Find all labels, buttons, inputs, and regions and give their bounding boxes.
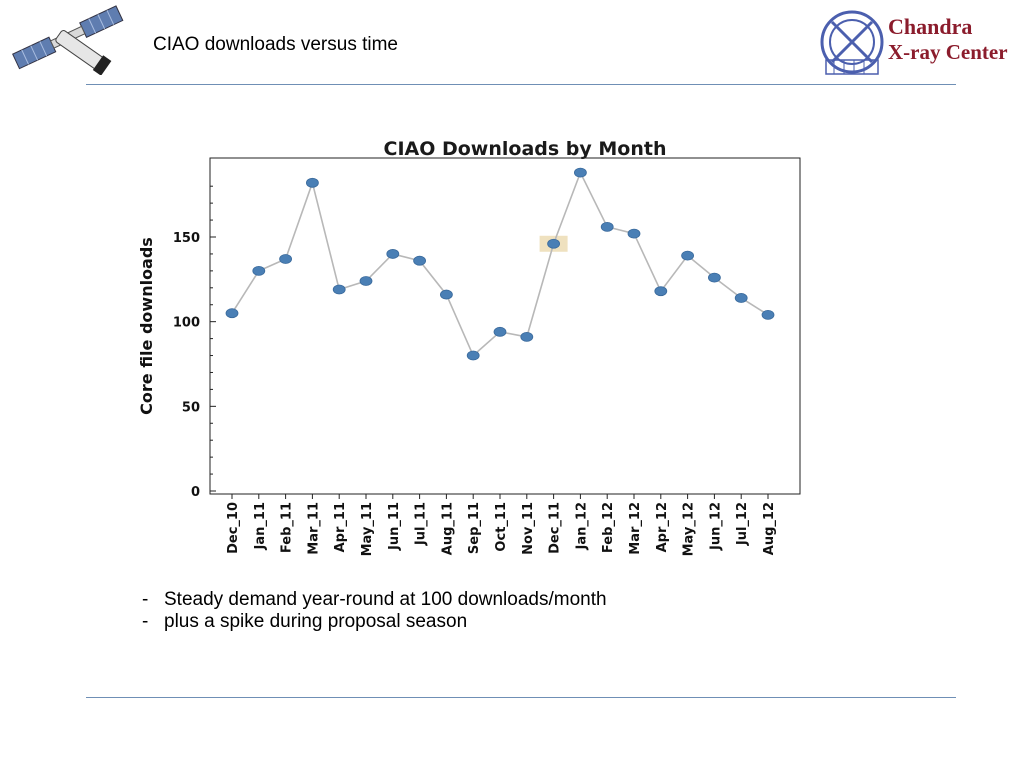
x-tick-label: Jan_11 (253, 502, 268, 550)
note-item: - Steady demand year-round at 100 downlo… (142, 589, 607, 611)
note-dash: - (142, 589, 149, 610)
x-tick-label: Mar_11 (306, 502, 321, 555)
x-tick-label: Jan_12 (574, 502, 589, 550)
chandra-logo (820, 10, 884, 75)
y-tick-label: 100 (173, 316, 200, 331)
x-tick-label: Jul_11 (414, 502, 429, 546)
data-point (573, 167, 587, 178)
data-point (413, 255, 427, 266)
x-tick-label: Feb_12 (601, 502, 616, 553)
plot-frame (209, 157, 801, 495)
logo-text-line1: Chandra (888, 14, 973, 39)
notes-list: - Steady demand year-round at 100 downlo… (142, 589, 607, 633)
y-tick-label: 0 (191, 485, 200, 500)
logo-text-line2: X-ray Center (888, 40, 1008, 64)
x-tick-label: Dec_10 (226, 502, 241, 554)
x-tick-label: Jun_11 (387, 502, 402, 551)
x-tick-label: Apr_11 (333, 502, 348, 552)
x-tick-label: Jul_12 (735, 502, 750, 546)
data-point (681, 250, 694, 261)
note-text: Steady demand year-round at 100 download… (164, 589, 607, 610)
data-point (708, 272, 721, 283)
x-tick-label: Jun_12 (708, 502, 723, 551)
data-point (654, 286, 668, 297)
data-point (332, 284, 346, 295)
y-tick-label: 50 (182, 400, 200, 415)
data-point (386, 249, 400, 259)
data-point (761, 309, 775, 320)
data-point (225, 308, 239, 319)
x-tick-label: Sep_11 (467, 502, 482, 554)
chart-title: CIAO Downloads by Month (384, 138, 667, 160)
x-tick-label: Apr_12 (655, 502, 670, 552)
x-tick-label: Feb_11 (280, 502, 295, 553)
data-point (305, 177, 319, 188)
data-point (600, 221, 614, 232)
note-text: plus a spike during proposal season (164, 611, 468, 632)
x-tick-label: Mar_12 (628, 502, 643, 555)
data-point (627, 228, 641, 239)
downloads-chart: CIAO Downloads by Month 0 50 100 150 Core fil… (137, 138, 801, 556)
data-point (252, 265, 266, 276)
slide-title: CIAO downloads versus time (153, 34, 398, 55)
data-point (359, 276, 373, 286)
data-point (279, 254, 293, 264)
satellite-illustration (12, 5, 124, 75)
x-tick-label: Aug_12 (762, 502, 777, 555)
x-tick-label: May_11 (360, 502, 375, 556)
footer-divider (86, 697, 956, 698)
x-tick-label: Nov_11 (521, 502, 536, 555)
x-tick-label: Dec_11 (548, 502, 563, 554)
header-divider (86, 84, 956, 85)
x-tick-label: May_12 (682, 502, 697, 556)
x-tick-label: Oct_11 (494, 502, 509, 552)
data-point (439, 289, 453, 300)
data-point (493, 326, 507, 337)
data-point (547, 238, 561, 249)
data-point (734, 293, 748, 303)
note-dash: - (142, 611, 149, 632)
note-item: - plus a spike during proposal season (142, 611, 607, 633)
data-point (466, 350, 480, 361)
y-tick-label: 150 (173, 231, 200, 246)
data-point (520, 332, 534, 342)
x-tick-label: Aug_11 (440, 502, 455, 555)
y-axis-label: Core file downloads (137, 237, 156, 415)
